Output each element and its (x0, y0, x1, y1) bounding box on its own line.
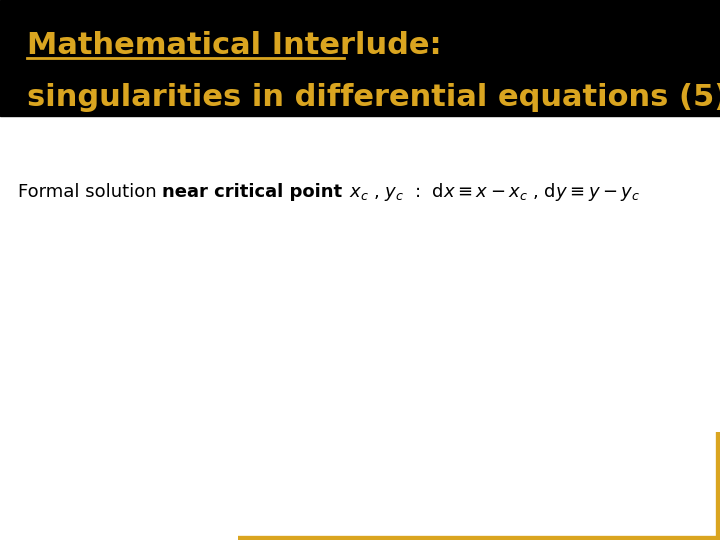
Text: Formal solution: Formal solution (18, 184, 163, 201)
Text: Mathematical Interlude:: Mathematical Interlude: (27, 31, 442, 60)
Text: singularities in differential equations (5): singularities in differential equations … (27, 83, 720, 112)
Text: $x_c$ , $y_c$  :  $\mathrm{d}x \equiv x - x_c$ , $\mathrm{d}y \equiv y - y_c$: $x_c$ , $y_c$ : $\mathrm{d}x \equiv x - … (348, 181, 640, 204)
Text: near critical point: near critical point (163, 184, 348, 201)
